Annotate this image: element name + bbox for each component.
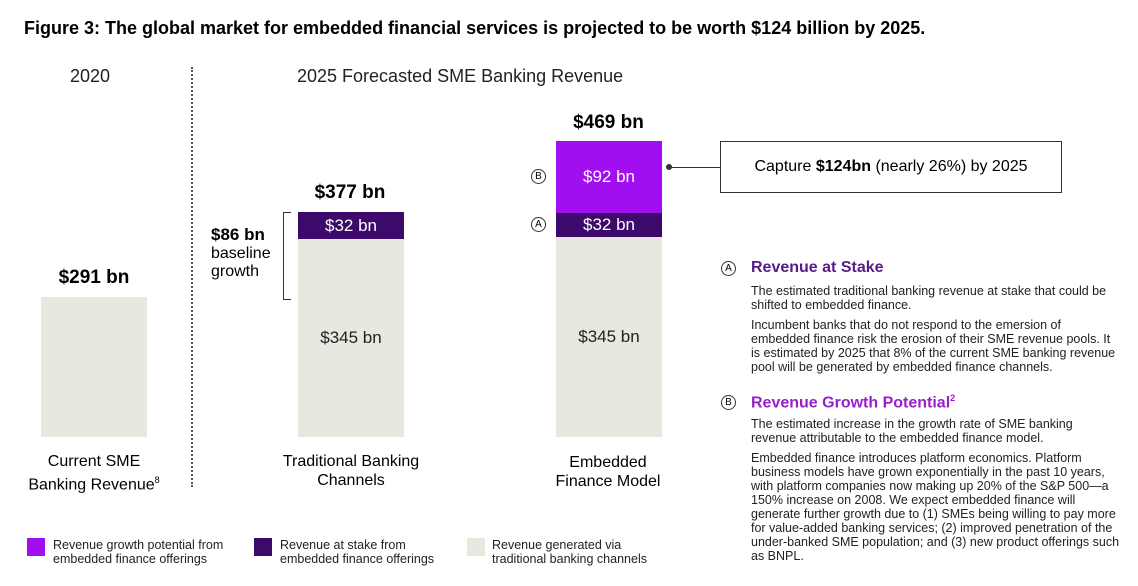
bar-segment-embedded-stake: $32 bn [556,213,662,237]
bar-segment-traditional-base: $345 bn [298,239,404,437]
category-line-1: Embedded [569,454,647,471]
legend-label-stake: Revenue at stake from embedded finance o… [280,538,435,566]
category-line-2: Channels [317,472,385,489]
category-line-1: Traditional Banking [282,453,420,470]
category-label-traditional: Traditional Banking Channels [266,452,436,490]
explain-a-paragraph-2: Incumbent banks that do not respond to t… [751,318,1116,374]
bar-total-traditional: $377 bn [314,182,386,203]
legend-swatch-growth [27,538,45,556]
figure-title: Figure 3: The global market for embedded… [24,18,926,38]
explain-a-icon: A [721,261,736,276]
explain-a-heading: Revenue at Stake [751,259,884,276]
callout-connector [669,167,720,168]
legend-swatch-stake [254,538,272,556]
category-label-embedded: Embedded Finance Model [528,453,688,491]
bar-segment-traditional-stake: $32 bn [298,212,404,239]
callout-pre: Capture [754,158,812,175]
category-line-2: Banking Revenue [28,476,155,494]
marker-a-icon: A [531,217,546,232]
footnote-marker: 2 [950,393,956,403]
section-divider [191,67,193,487]
bar-segment-current-base [41,297,147,437]
section-label-2025: 2025 Forecasted SME Banking Revenue [297,66,624,86]
bar-total-embedded: $469 bn [573,112,644,133]
legend-label-growth: Revenue growth potential from embedded f… [53,538,224,566]
explain-a-paragraph-1: The estimated traditional banking revenu… [751,284,1107,312]
baseline-growth-text-1: baseline [211,245,271,262]
bar-total-current: $291 bn [58,267,130,288]
legend-label-traditional: Revenue generated via traditional bankin… [492,538,647,566]
baseline-growth-text-2: growth [211,263,260,280]
section-label-2020: 2020 [70,66,111,86]
callout-bold: $124bn [815,158,871,175]
explain-b-heading-text: Revenue Growth Potential [751,394,951,412]
baseline-growth-value: $86 bn [211,225,265,244]
callout-post: (nearly 26%) by 2025 [875,158,1028,175]
explain-b-heading: Revenue Growth Potential2 [751,393,955,412]
baseline-bracket [283,212,291,300]
baseline-growth-label: $86 bn baseline growth [211,226,271,281]
legend-swatch-traditional [467,538,485,556]
footnote-marker: 8 [154,475,160,485]
explain-b-paragraph-2: Embedded finance introduces platform eco… [751,451,1120,563]
explain-b-paragraph-1: The estimated increase in the growth rat… [751,417,1073,445]
bar-segment-embedded-base: $345 bn [556,237,662,437]
category-line-1: Current SME [47,453,141,470]
callout-box: Capture $124bn (nearly 26%) by 2025 [720,141,1062,193]
explain-b-icon: B [721,395,736,410]
category-label-current: Current SME Banking Revenue8 [14,452,174,494]
bar-segment-embedded-growth: $92 bn [556,141,662,213]
marker-b-icon: B [531,169,546,184]
category-line-2: Finance Model [555,473,661,490]
